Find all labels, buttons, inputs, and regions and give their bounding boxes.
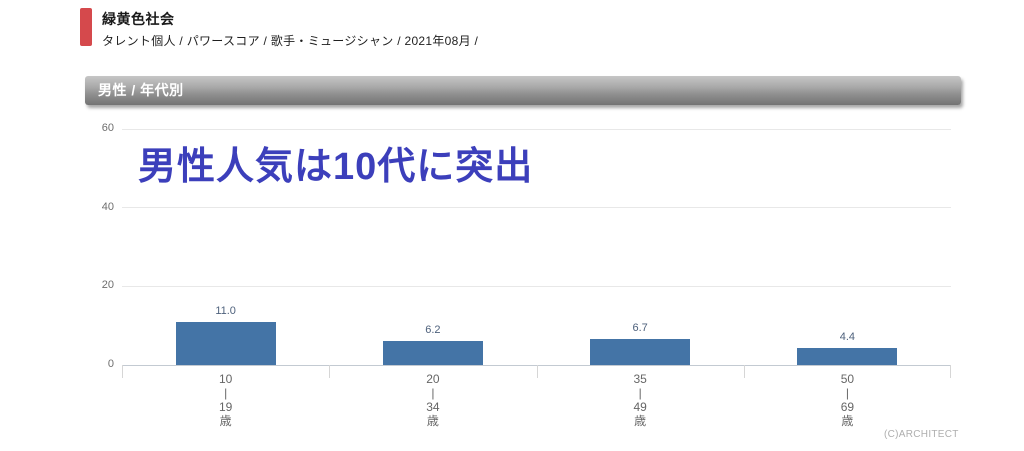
bar-category-cell: 11.0 [122,129,329,365]
bar-chart-plot-area: 男性人気は10代に突出 0 20 40 60 11.0 6.2 6.7 4.4 [102,122,951,378]
page-title: 緑黄色社会 [102,11,175,27]
x-axis-category-label: 10 | 19 歳 [122,372,329,428]
x-axis-label-line: | [638,386,642,400]
section-header-bar: 男性 / 年代別 [85,76,961,105]
y-axis-tick-label: 40 [101,200,114,213]
bar-category-cell: 4.4 [744,129,951,365]
x-axis-label-line: | [431,386,435,400]
x-axis-label-line: 49 [633,400,647,414]
x-axis-tick [743,365,745,378]
x-axis-label-line: 35 [633,372,647,386]
x-axis-label-line: 19 [218,400,233,414]
bar-value-label: 6.7 [632,321,648,334]
chart-annotation: 男性人気は10代に突出 [138,146,534,188]
gridline [122,128,951,130]
x-axis-label-line: 69 [840,400,855,414]
copyright-text: (C)ARCHITECT [884,429,959,440]
bar-value-label: 11.0 [215,304,236,317]
x-axis-category-label: 20 | 34 歳 [329,372,536,428]
bar [175,321,276,365]
y-axis-tick-label: 0 [107,358,114,370]
x-axis-tick [950,365,951,378]
bar-category-cell: 6.7 [537,129,744,365]
x-axis-category-label: 35 | 49 歳 [537,372,744,428]
x-axis-label-line: 歳 [634,414,647,428]
x-axis-label-line: 20 [426,372,440,386]
section-header-label: 男性 / 年代別 [98,82,184,98]
x-axis-label-line: 50 [840,372,855,386]
x-axis-tick [536,365,538,378]
breadcrumb[interactable]: タレント個人 / パワースコア / 歌手・ミュージシャン / 2021年08月 … [102,34,479,48]
x-axis-tick [122,365,123,378]
y-axis-tick-label: 20 [101,279,114,292]
x-axis-tick [329,365,331,378]
x-axis-label-line: 34 [426,400,440,414]
accent-bar [80,8,92,46]
x-axis-category-label: 50 | 69 歳 [744,372,951,428]
gridline [122,285,951,287]
x-axis-label-line: | [845,386,849,400]
x-axis-label-line: 10 [218,372,233,386]
bar-category-cell: 6.2 [329,129,536,365]
gridline [122,207,951,209]
bar [382,340,483,365]
bar-value-label: 4.4 [839,330,856,343]
x-axis-label-line: 歳 [841,414,854,428]
y-axis-tick-label: 60 [101,122,114,134]
x-axis-label-line: 歳 [219,414,232,428]
bar [590,338,691,365]
bar-value-label: 6.2 [425,323,441,336]
bar [797,347,898,365]
x-axis-label-line: | [224,386,228,400]
x-axis-label-line: 歳 [426,414,439,428]
